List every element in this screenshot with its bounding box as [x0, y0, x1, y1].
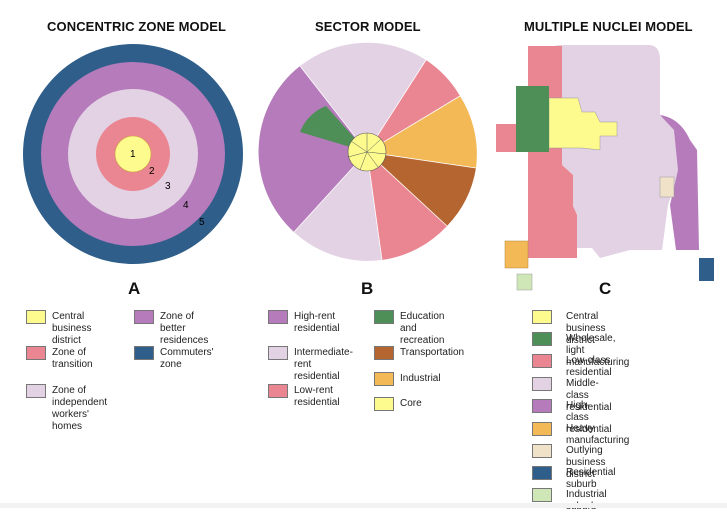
nuclei-wholesale-light-manufacturing — [516, 86, 549, 152]
sector-lowrent-top — [367, 60, 460, 152]
nuclei-middle-class-residential — [548, 45, 680, 258]
sector-industrial — [367, 96, 477, 168]
nuclei-heavy-manufacturing — [504, 240, 529, 269]
legend-item-zone-of-better-residences: Zone of better residences — [134, 310, 208, 347]
legend-item-transportation: Transportation — [374, 346, 464, 360]
nuclei-low-class-residential-west — [496, 124, 516, 152]
legend-label: Transportation — [400, 347, 465, 358]
legend-item-nuclei: Middle-class residential — [532, 377, 612, 414]
legend-item-zone-of-independent-workers-homes: Zone of independent workers' homes — [26, 384, 107, 433]
sector-transportation — [367, 152, 476, 226]
swatch-transportation — [374, 346, 394, 360]
legend-item-core: Core — [374, 397, 422, 411]
bottom-strip — [0, 503, 727, 508]
swatch-zone-of-better-residences — [134, 310, 154, 324]
legend-item-high-rent-residential: High-rent residential — [268, 310, 340, 335]
legend-item-nuclei: Central business district — [532, 310, 605, 347]
swatch-commuters-zone — [134, 346, 154, 360]
legend-item-zone-of-transition: Zone of transition — [26, 346, 93, 371]
swatch-central-business-district — [26, 310, 46, 324]
central-business-district-circle — [114, 135, 152, 173]
legend-label: Wholesale, light manufacturing — [566, 333, 630, 368]
swatch-industrial-suburb — [532, 488, 552, 502]
legend-label: Zone of transition — [52, 347, 93, 370]
legend-label: Residential suburb — [566, 467, 616, 490]
nuclei-residential-suburb — [699, 258, 714, 281]
panel-letter-c: C — [599, 279, 612, 298]
legend-label: Intermediate- rent residential — [294, 347, 353, 382]
legend-label: Low-rent residential — [294, 385, 340, 408]
swatch-zone-of-independent-workers-homes — [26, 384, 46, 398]
nuclei-central-business-district — [548, 97, 618, 151]
sector-education-recreation — [300, 106, 367, 152]
legend-label: Industrial suburb — [566, 489, 607, 512]
legend-label: Central business district — [566, 311, 606, 346]
legend-item-nuclei: Industrial suburb — [532, 488, 607, 513]
legend-item-intermediate-rent-residential: Intermediate- rent residential — [268, 346, 353, 383]
legend-label: High-class residential — [566, 400, 612, 435]
sector-intermediate-bottom — [294, 152, 382, 261]
legend-label: Heavy manufacturing — [566, 423, 630, 446]
legend-label: Education and recreation — [400, 311, 445, 346]
swatch-central-business-district — [532, 310, 552, 324]
swatch-residential-suburb — [532, 466, 552, 480]
panel-letter-a: A — [128, 279, 141, 298]
zone-number-2: 2 — [149, 166, 155, 177]
swatch-wholesale-light-manufacturing — [532, 332, 552, 346]
swatch-heavy-manufacturing — [532, 422, 552, 436]
legend-label: Low-class residential — [566, 355, 612, 378]
swatch-middle-class-residential — [532, 377, 552, 391]
concentric-zone-model-title: CONCENTRIC ZONE MODEL — [47, 19, 227, 34]
sector-intermediate-top — [300, 42, 426, 152]
legend-label: Outlying business district — [566, 445, 606, 480]
nuclei-outlying-business-district — [659, 176, 675, 198]
zone-number-4: 4 — [183, 200, 189, 211]
panel-letter-b: B — [361, 279, 374, 298]
legend-item-central-business-district: Central business district — [26, 310, 91, 347]
swatch-low-rent-residential — [268, 384, 288, 398]
legend-item-nuclei: Heavy manufacturing — [532, 422, 629, 447]
nuclei-industrial-suburb — [516, 273, 533, 291]
swatch-high-class-residential — [532, 399, 552, 413]
legend-item-nuclei: Wholesale, light manufacturing — [532, 332, 629, 369]
zone-number-3: 3 — [165, 181, 171, 192]
zone-number-5: 5 — [199, 217, 205, 228]
legend-item-nuclei: Outlying business district — [532, 444, 605, 481]
zone-number-1: 1 — [130, 149, 136, 160]
legend-label: Zone of independent workers' homes — [52, 385, 108, 432]
swatch-intermediate-rent-residential — [268, 346, 288, 360]
swatch-core — [374, 397, 394, 411]
legend-item-industrial: Industrial — [374, 372, 441, 386]
legend-label: Central business district — [52, 311, 92, 346]
sector-highrent — [258, 66, 367, 232]
swatch-education-and-recreation — [374, 310, 394, 324]
swatch-zone-of-transition — [26, 346, 46, 360]
nuclei-high-class-residential — [660, 115, 699, 250]
legend-label: High-rent residential — [294, 311, 340, 334]
swatch-outlying-business-district — [532, 444, 552, 458]
swatch-high-rent-residential — [268, 310, 288, 324]
legend-label: Industrial — [400, 373, 441, 384]
legend-item-nuclei: Low-class residential — [532, 354, 612, 379]
legend-item-nuclei: Residential suburb — [532, 466, 615, 491]
legend-item-commuters-zone: Commuters' zone — [134, 346, 214, 371]
swatch-industrial — [374, 372, 394, 386]
sector-lowrent-bottom — [367, 152, 447, 260]
legend-item-low-rent-residential: Low-rent residential — [268, 384, 340, 409]
legend-item-nuclei: High-class residential — [532, 399, 612, 436]
multiple-nuclei-model-title: MULTIPLE NUCLEI MODEL — [524, 19, 693, 34]
legend-label: Core — [400, 398, 422, 409]
sector-model-title: SECTOR MODEL — [315, 19, 421, 34]
legend-item-education-and-recreation: Education and recreation — [374, 310, 444, 347]
legend-label: Middle-class residential — [566, 378, 612, 413]
swatch-low-class-residential — [532, 354, 552, 368]
legend-label: Zone of better residences — [160, 311, 209, 346]
legend-label: Commuters' zone — [160, 347, 214, 370]
